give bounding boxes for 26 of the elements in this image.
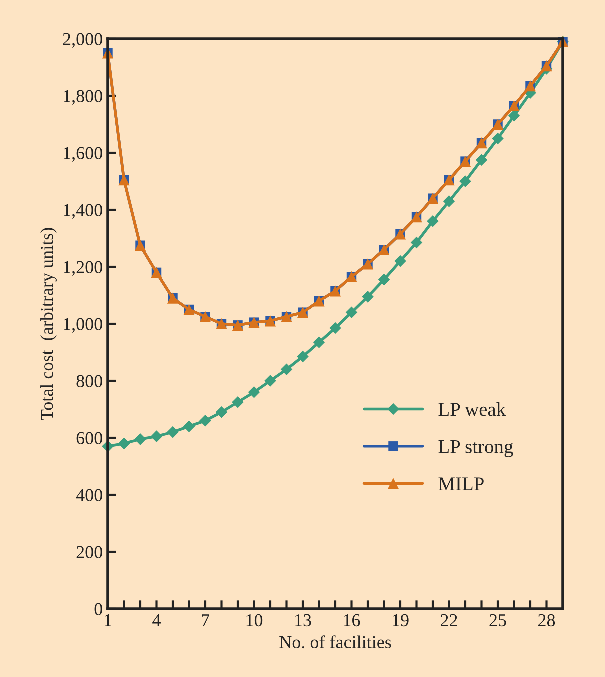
y-tick-label: 1,200 bbox=[64, 261, 102, 276]
legend-label: LP strong bbox=[438, 440, 514, 458]
y-tick-label: 1,400 bbox=[64, 204, 102, 220]
legend-label: LP weak bbox=[438, 402, 506, 416]
x-tick-label: 22 bbox=[441, 614, 458, 626]
y-tick-label: 2,000 bbox=[63, 33, 102, 48]
x-tick-label: 4 bbox=[152, 614, 161, 626]
y-tick-label: 600 bbox=[76, 432, 102, 444]
x-tick-label: 19 bbox=[393, 614, 409, 627]
y-tick-label: 200 bbox=[76, 546, 102, 558]
x-tick-label: 7 bbox=[202, 614, 210, 626]
x-axis-title: No. of facilities bbox=[280, 636, 392, 649]
x-tick-label: 16 bbox=[344, 614, 360, 627]
x-tick-label: 1 bbox=[105, 614, 112, 626]
y-tick-label: 400 bbox=[76, 489, 102, 502]
x-tick-label: 13 bbox=[296, 614, 312, 627]
y-tick-label: 1,000 bbox=[64, 318, 102, 334]
x-tick-label: 10 bbox=[246, 614, 263, 627]
y-axis-title: Total cost (arbitrary units) bbox=[40, 228, 57, 420]
y-tick-label: 1,800 bbox=[64, 90, 102, 106]
y-tick-label: 0 bbox=[94, 603, 102, 616]
x-tick-label: 28 bbox=[538, 614, 556, 627]
legend-label: MILP bbox=[438, 478, 484, 490]
y-tick-label: 1,600 bbox=[64, 147, 102, 162]
x-tick-label: 25 bbox=[490, 614, 506, 627]
y-tick-label: 800 bbox=[76, 375, 102, 388]
